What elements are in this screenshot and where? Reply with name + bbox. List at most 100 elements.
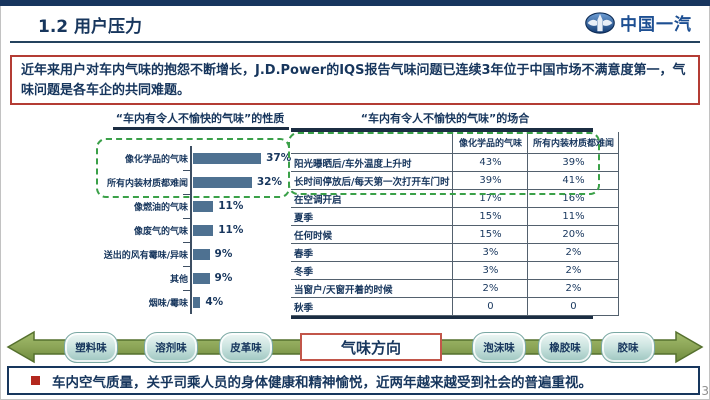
odor-tag: 溶剂味 — [144, 332, 198, 363]
bar-track: 9% — [193, 242, 232, 266]
bar-category-label: 烟味/霉味 — [148, 298, 188, 309]
percentage-cell: 2% — [527, 261, 620, 280]
table-title: “车内有令人不愉快的气味”的场合 — [360, 112, 530, 125]
occasion-table: 像化学品的气味 所有内装材质都难闻 阳光曝晒后/车外温度上升时 43% 39% 长时间停放… — [291, 132, 620, 316]
axis-tick — [183, 194, 191, 195]
bar-row: 像化学品的气味 37% — [85, 146, 295, 170]
percentage-cell: 3% — [452, 261, 528, 280]
logo-text: 中国一汽 — [620, 15, 692, 35]
occasion-label-cell: 冬季 — [291, 261, 453, 280]
bullet-square-icon — [31, 376, 40, 385]
table-row: 冬季 3% 2% — [291, 261, 620, 280]
bar-category-label: 像燃油的气味 — [133, 202, 188, 213]
header-divider — [10, 41, 700, 43]
bar-track: 11% — [193, 218, 243, 242]
bar-value-label: 32% — [256, 176, 283, 188]
bar-chart-title: “车内有令人不愉快的气味”的性质 — [115, 112, 285, 125]
occasion-label-cell: 任何时候 — [291, 225, 453, 244]
bar-value-label: 11% — [218, 200, 244, 212]
table-title-underline — [291, 128, 593, 132]
bar-value-label: 37% — [266, 152, 292, 164]
bar-track: 9% — [193, 266, 232, 290]
percentage-cell: 3% — [452, 243, 528, 262]
axis-tick — [183, 266, 191, 267]
bar — [193, 248, 210, 260]
bar — [193, 296, 201, 308]
bar-chart-highlight-box — [96, 138, 290, 198]
page-number: 3 — [701, 384, 709, 398]
odor-direction-label-box: 气味方向 — [300, 333, 442, 361]
bar-row: 烟味/霉味 4% — [85, 290, 295, 314]
axis-tick — [183, 290, 191, 291]
bar-row: 所有内装材质都难闻 32% — [85, 170, 295, 194]
bar-chart: 像化学品的气味 37% 所有内装材质都难闻 32% 像燃油的气味 11% 像废气的气味 11%… — [85, 146, 295, 314]
percentage-cell: 39% — [452, 171, 528, 190]
footer-text: 车内空气质量，关乎司乘人员的身体健康和精神愉悦，近两年越来越受到社会的普遍重视。 — [52, 374, 592, 391]
top-accent-strip — [0, 0, 710, 6]
percentage-cell: 43% — [452, 153, 528, 172]
table-column-header: 像化学品的气味 — [452, 132, 528, 154]
bar-row: 像燃油的气味 11% — [85, 194, 295, 218]
table-row: 当窗户/天窗开着的时候 2% 2% — [291, 279, 620, 298]
bar-category-label: 其他 — [169, 274, 188, 285]
table-row: 夏季 15% 11% — [291, 207, 620, 226]
faw-logo: 中国一汽 — [585, 10, 692, 35]
bar-value-label: 11% — [218, 224, 244, 236]
odor-tag: 皮革味 — [219, 332, 273, 363]
bar-value-label: 4% — [205, 296, 224, 308]
percentage-cell: 0 — [527, 297, 620, 316]
percentage-cell: 11% — [527, 207, 620, 226]
bar-row: 像废气的气味 11% — [85, 218, 295, 242]
odor-tag: 泡沫味 — [472, 332, 526, 363]
percentage-cell: 2% — [527, 279, 620, 298]
odor-tag: 胶味 — [601, 332, 655, 363]
bar — [193, 200, 214, 212]
percentage-cell: 0 — [452, 297, 528, 316]
percentage-cell: 2% — [527, 243, 620, 262]
occasion-label-cell: 秋季 — [291, 297, 453, 316]
bar-category-label: 所有内装材质都难闻 — [106, 178, 188, 189]
bar-value-label: 9% — [214, 272, 233, 284]
bar-track: 32% — [193, 170, 282, 194]
bar-row: 其他 9% — [85, 266, 295, 290]
table-column-header — [291, 132, 453, 154]
percentage-cell: 15% — [452, 225, 528, 244]
table-highlight-box — [288, 132, 600, 195]
bar — [193, 152, 262, 164]
bar-track: 11% — [193, 194, 243, 218]
bar — [193, 224, 214, 236]
occasion-label-cell: 当窗户/天窗开着的时候 — [291, 279, 453, 298]
odor-tag: 橡胶味 — [538, 332, 592, 363]
table-bottom-border — [291, 316, 593, 319]
occasion-label-cell: 夏季 — [291, 207, 453, 226]
bar-chart-title-underline — [113, 127, 289, 130]
axis-tick — [183, 242, 191, 243]
footer-text-box: 车内空气质量，关乎司乘人员的身体健康和精神愉悦，近两年越来越受到社会的普遍重视。 — [7, 366, 700, 395]
bar-chart-axis — [190, 146, 192, 314]
percentage-cell: 39% — [527, 153, 620, 172]
table-row: 阳光曝晒后/车外温度上升时 43% 39% — [291, 153, 620, 172]
bar-track: 37% — [193, 146, 291, 170]
bar-category-label: 像废气的气味 — [133, 226, 188, 237]
page-title: 1.2 用户压力 — [38, 17, 143, 37]
table-header-row: 像化学品的气味 所有内装材质都难闻 — [291, 132, 620, 154]
occasion-label-cell: 春季 — [291, 243, 453, 262]
bar — [193, 272, 210, 284]
intro-text-box: 近年来用户对车内气味的抱怨不断增长，J.D.Power的IQS报告气味问题已连续… — [10, 55, 700, 105]
percentage-cell: 20% — [527, 225, 620, 244]
table-row: 春季 3% 2% — [291, 243, 620, 262]
bar-value-label: 9% — [214, 248, 233, 260]
odor-tag: 塑料味 — [64, 332, 118, 363]
axis-tick — [183, 170, 191, 171]
occasion-label-cell: 长时间停放后/每天第一次打开车门时 — [291, 171, 453, 190]
table-row: 秋季 0 0 — [291, 297, 620, 316]
bar-track: 4% — [193, 290, 223, 314]
percentage-cell: 15% — [452, 207, 528, 226]
axis-tick — [183, 218, 191, 219]
percentage-cell: 2% — [452, 279, 528, 298]
bar-row: 送出的风有霉味/异味 9% — [85, 242, 295, 266]
table-row: 任何时候 15% 20% — [291, 225, 620, 244]
occasion-label-cell: 阳光曝晒后/车外温度上升时 — [291, 153, 453, 172]
bar-category-label: 像化学品的气味 — [124, 154, 188, 165]
